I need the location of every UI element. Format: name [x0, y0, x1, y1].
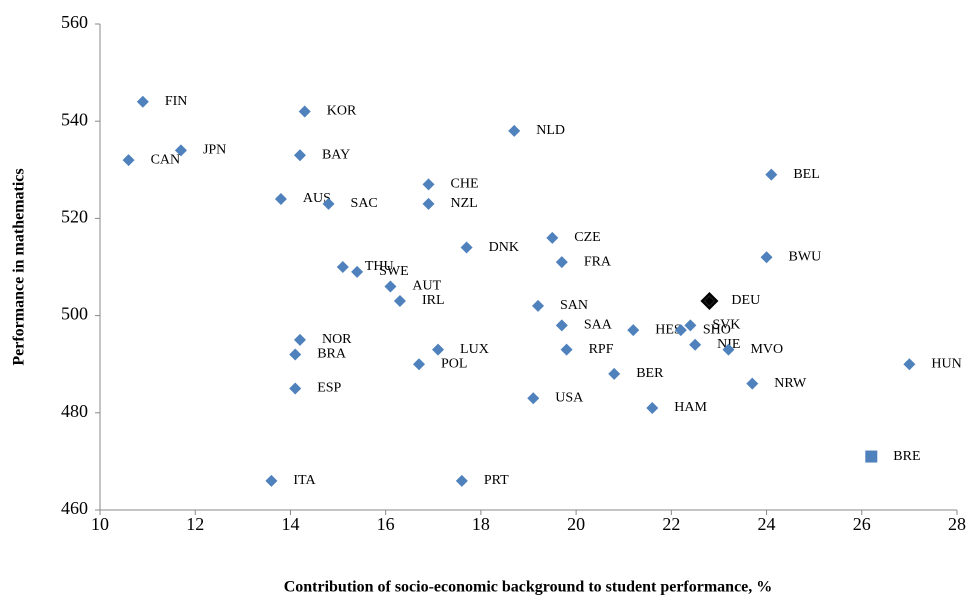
point-label: SAN	[560, 298, 588, 313]
point-label: CZE	[574, 230, 600, 245]
point	[422, 197, 435, 210]
point-label: HES	[655, 322, 681, 337]
point	[746, 377, 759, 390]
point-label: PRT	[484, 473, 509, 488]
point	[384, 280, 397, 293]
point-label: JPN	[203, 143, 226, 158]
point-label: FIN	[165, 94, 188, 109]
point	[560, 343, 573, 356]
point	[555, 256, 568, 269]
point-label: MVO	[750, 342, 783, 357]
x-tick-label: 22	[662, 514, 680, 534]
point	[265, 474, 278, 487]
point	[393, 295, 406, 308]
point-label: FRA	[584, 254, 612, 269]
y-tick-label: 480	[61, 401, 88, 421]
point	[174, 144, 187, 157]
x-tick-label: 12	[186, 514, 204, 534]
point-label: HUN	[931, 356, 961, 371]
point-label: LUX	[460, 342, 489, 357]
point	[322, 197, 335, 210]
point	[289, 382, 302, 395]
point	[765, 168, 778, 181]
x-axis-title: Contribution of socio-economic backgroun…	[284, 579, 773, 596]
point	[689, 338, 702, 351]
point-label: RPF	[589, 342, 614, 357]
y-tick-label: 460	[61, 498, 88, 518]
point-label: BWU	[789, 249, 822, 264]
point-label: NZL	[451, 196, 478, 211]
point	[674, 324, 687, 337]
point-label: ITA	[293, 473, 316, 488]
point	[555, 319, 568, 332]
point	[412, 358, 425, 371]
point	[122, 154, 135, 167]
point	[527, 392, 540, 405]
point-label: BRE	[893, 449, 920, 464]
point	[460, 241, 473, 254]
point	[289, 348, 302, 361]
point	[336, 261, 349, 273]
point-label: THU	[365, 259, 394, 274]
point	[760, 251, 773, 264]
point-label: IRL	[422, 293, 445, 308]
point	[274, 192, 287, 205]
point-label: SWE	[379, 264, 409, 279]
y-tick-label: 500	[61, 304, 88, 324]
point	[351, 265, 364, 278]
point-label: CHE	[451, 177, 479, 192]
point	[432, 343, 445, 356]
point-label: BER	[636, 366, 664, 381]
point	[865, 450, 878, 463]
x-tick-label: 26	[853, 514, 871, 534]
x-tick-label: 10	[91, 514, 109, 534]
point	[608, 367, 621, 380]
x-tick-label: 28	[948, 514, 966, 534]
point	[422, 178, 435, 191]
point-label: NLD	[536, 123, 565, 138]
x-tick-label: 18	[472, 514, 490, 534]
point-label: DEU	[731, 293, 760, 308]
y-axis-title: Performance in mathematics	[11, 168, 28, 365]
point	[293, 149, 306, 162]
point-label: KOR	[327, 104, 357, 119]
x-tick-label: 14	[281, 514, 299, 534]
point-label: AUT	[412, 279, 441, 294]
x-tick-label: 20	[567, 514, 585, 534]
point-label: NRW	[774, 376, 807, 391]
point-label: SHO	[703, 322, 731, 337]
point	[293, 333, 306, 346]
point-label: NOR	[322, 332, 352, 347]
point-label: BRA	[317, 347, 347, 362]
point	[455, 474, 468, 487]
point-label: POL	[441, 356, 467, 371]
point	[722, 343, 735, 356]
point-label: ESP	[317, 381, 341, 396]
point-label: USA	[555, 390, 584, 405]
point	[298, 105, 311, 118]
point	[646, 401, 659, 414]
point-label: HAM	[674, 400, 707, 415]
point-inner	[703, 295, 716, 307]
point	[627, 324, 640, 337]
point-label: BEL	[793, 167, 819, 182]
point	[532, 299, 545, 312]
point-label: CAN	[151, 152, 181, 167]
y-tick-label: 560	[61, 12, 88, 32]
point-label: BAY	[322, 147, 350, 162]
point-label: DNK	[489, 240, 519, 255]
x-tick-label: 16	[377, 514, 395, 534]
point-label: SVK	[712, 318, 740, 333]
point	[903, 358, 916, 371]
y-tick-label: 520	[61, 207, 88, 227]
point	[508, 124, 521, 137]
y-tick-label: 540	[61, 109, 88, 129]
point-label: SAA	[584, 318, 613, 333]
x-tick-label: 24	[758, 514, 776, 534]
point-label: SAC	[351, 196, 378, 211]
point	[684, 319, 697, 332]
point	[136, 95, 149, 108]
point	[546, 231, 559, 244]
